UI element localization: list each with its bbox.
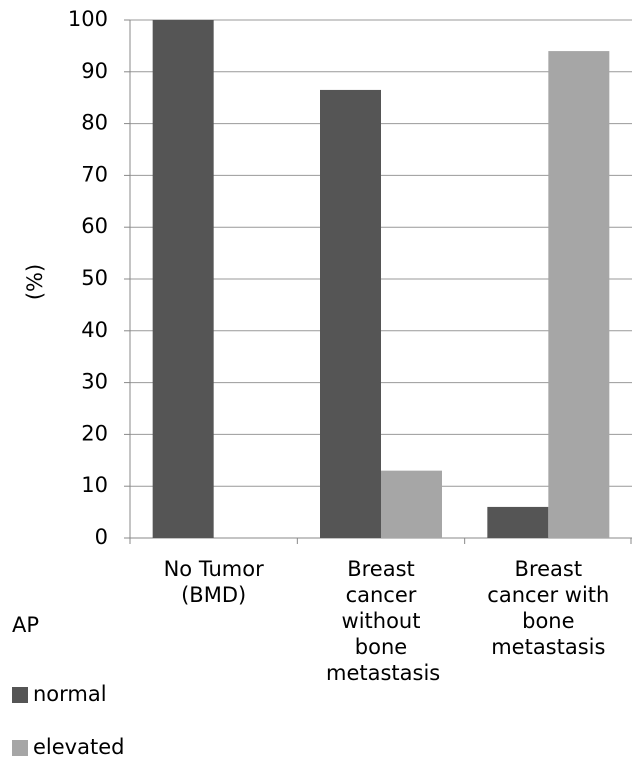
- y-tick-label: 60: [81, 214, 108, 238]
- legend-label: elevated: [33, 735, 124, 759]
- y-tick-label: 40: [81, 318, 108, 342]
- bar: [487, 506, 549, 538]
- bar: [320, 89, 381, 539]
- x-tick-label: Breast cancer with bone metastasis: [487, 557, 610, 659]
- legend-label: normal: [33, 682, 107, 706]
- y-tick-label: 0: [95, 525, 108, 549]
- y-tick-label: 80: [81, 111, 108, 135]
- y-tick-label: 30: [81, 370, 108, 394]
- y-tick-label: 90: [81, 59, 108, 83]
- legend-title: AP: [12, 613, 39, 637]
- y-tick-label: 10: [81, 473, 108, 497]
- y-tick-label: 20: [81, 421, 108, 445]
- legend-swatch: [12, 740, 28, 756]
- bar: [381, 470, 442, 538]
- legend-swatch: [12, 687, 28, 703]
- y-tick-label: 100: [68, 7, 108, 31]
- x-tick-label: No Tumor (BMD): [163, 557, 264, 607]
- x-tick-label: Breast cancer without bone metastasis: [326, 557, 441, 685]
- bar: [152, 20, 214, 538]
- y-tick-label: 50: [81, 266, 108, 290]
- y-axis-label: (%): [23, 264, 47, 300]
- y-tick-label: 70: [81, 162, 108, 186]
- bar: [548, 51, 610, 538]
